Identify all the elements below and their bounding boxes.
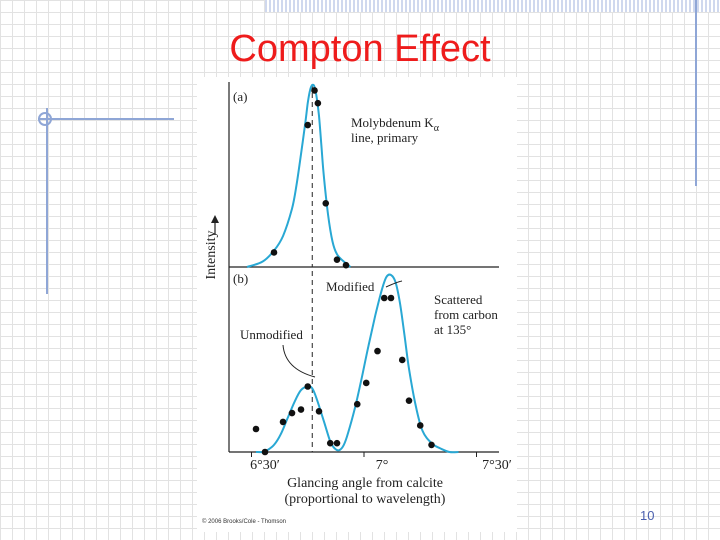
panel-b-data-point <box>405 397 413 404</box>
compton-chart: Intensity (a) (b) Molybdenum Kα line, pr… <box>202 82 512 525</box>
scattered-label-line1: Scattered <box>434 292 483 307</box>
x-tick-label-3: 7°30′ <box>482 458 512 473</box>
modified-label: Modified <box>326 279 375 294</box>
y-axis-label: Intensity <box>204 231 219 280</box>
panel-b-data-point <box>416 422 424 429</box>
panel-b-data-point <box>387 294 395 302</box>
scattered-label-line3: at 135° <box>434 322 471 337</box>
slide-title: Compton Effect <box>229 28 491 70</box>
panel-b-data-point <box>428 441 435 449</box>
panel-b-data-point <box>362 379 370 387</box>
panel-a-data-point <box>342 261 350 269</box>
panel-a-annotation-subscript: α <box>434 123 440 134</box>
left-decorative-circle <box>38 112 52 126</box>
panel-b-data-point <box>398 356 406 364</box>
unmodified-label: Unmodified <box>240 327 303 342</box>
panel-b-data-point <box>288 409 296 417</box>
panel-a-data-point <box>311 87 318 94</box>
panel-b-data-point <box>304 383 312 390</box>
panel-b-data-point <box>374 347 381 355</box>
left-decorative-horizontal-rule <box>38 118 174 120</box>
figure-panel: Intensity (a) (b) Molybdenum Kα line, pr… <box>197 77 517 532</box>
panel-a-data-point <box>333 256 341 264</box>
panel-b-data-point <box>333 439 341 447</box>
panel-b-data-point <box>252 425 260 433</box>
panel-b-data-point <box>261 448 269 456</box>
panel-b-data-point <box>297 406 305 413</box>
panel-b-data-point <box>279 418 287 426</box>
panel-b-curve <box>255 273 459 454</box>
top-decorative-band <box>265 0 720 12</box>
x-axis-label-line1: Glancing angle from calcite <box>287 476 443 491</box>
panel-b-data-point <box>380 294 388 302</box>
panel-a-annotation-line1: Molybdenum Kα <box>351 115 440 134</box>
copyright-credit: © 2006 Brooks/Cole - Thomson <box>202 518 286 525</box>
panel-a-data-point <box>314 99 322 107</box>
scattered-label-line2: from carbon <box>434 307 498 322</box>
right-decorative-rule <box>695 0 697 186</box>
x-axis-label-line2: (proportional to wavelength) <box>285 492 446 507</box>
modified-leader-line <box>385 280 403 288</box>
x-tick-label-2: 7° <box>376 458 389 473</box>
panel-a-label: (a) <box>233 89 247 104</box>
panel-a-data-point <box>304 121 312 129</box>
panel-a-data-point <box>270 249 278 256</box>
panel-a-annotation-text: Molybdenum K <box>351 115 434 130</box>
panel-a-data-point <box>322 200 330 207</box>
panel-b-label: (b) <box>233 271 248 286</box>
panel-b-data-point <box>353 400 361 408</box>
x-tick-label-1: 6°30′ <box>250 458 280 473</box>
left-decorative-vertical-rule <box>46 108 48 294</box>
panel-a-annotation-line2: line, primary <box>351 130 419 145</box>
panel-b-data-point <box>315 407 323 415</box>
panel-a-curve <box>246 83 352 268</box>
y-axis-arrow-head <box>211 215 219 223</box>
chart-geometry <box>228 82 499 457</box>
unmodified-leader-line <box>282 344 316 378</box>
panel-b-data-point <box>326 439 334 447</box>
page-number: 10 <box>640 508 655 523</box>
